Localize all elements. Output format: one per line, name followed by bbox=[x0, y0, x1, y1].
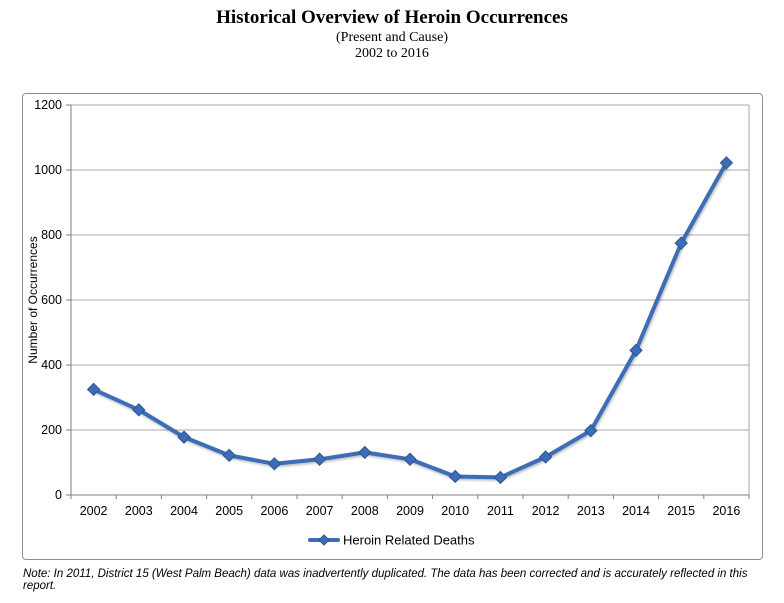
data-point-marker bbox=[267, 457, 282, 471]
x-tick-label: 2008 bbox=[351, 504, 379, 518]
x-tick-label: 2009 bbox=[396, 504, 424, 518]
x-tick-label: 2013 bbox=[577, 504, 605, 518]
y-tick-label: 200 bbox=[41, 423, 62, 437]
x-tick-label: 2011 bbox=[487, 504, 514, 518]
chart-date-range: 2002 to 2016 bbox=[355, 46, 429, 61]
data-point-marker bbox=[448, 469, 462, 484]
data-point-marker bbox=[538, 450, 553, 464]
data-point-marker bbox=[358, 445, 372, 460]
x-tick-label: 2007 bbox=[306, 504, 334, 518]
data-point-marker bbox=[674, 236, 688, 250]
data-point-marker bbox=[629, 343, 643, 358]
line-chart: 0 200 400 600 800 1000 1200 2002 2003 2004 2005 200… bbox=[26, 98, 750, 548]
data-point-marker bbox=[86, 382, 101, 397]
data-point-marker bbox=[312, 452, 327, 466]
legend-label: Heroin Related Deaths bbox=[343, 533, 475, 548]
y-tick-label: 400 bbox=[41, 358, 62, 372]
x-tick-label: 2005 bbox=[215, 504, 243, 518]
chart-header: Historical Overview of Heroin Occurrence… bbox=[0, 6, 784, 62]
legend-marker bbox=[318, 534, 330, 546]
x-tick-label: 2014 bbox=[622, 504, 650, 518]
data-point-marker bbox=[177, 430, 191, 444]
x-tick-label: 2004 bbox=[170, 504, 198, 518]
data-point-marker bbox=[493, 470, 508, 485]
y-tick-label: 0 bbox=[55, 488, 62, 502]
chart-subtitle: (Present and Cause) bbox=[336, 30, 448, 45]
y-tick-label: 800 bbox=[41, 228, 62, 242]
legend: Heroin Related Deaths bbox=[307, 533, 475, 548]
x-tick-label: 2006 bbox=[260, 504, 288, 518]
x-tick-label: 2002 bbox=[80, 504, 108, 518]
data-point-marker bbox=[719, 156, 734, 170]
x-tick-label: 2003 bbox=[125, 504, 153, 518]
y-tick-label: 600 bbox=[41, 293, 62, 307]
x-tick-label: 2015 bbox=[667, 504, 695, 518]
footnote: Note: In 2011, District 15 (West Palm Be… bbox=[23, 568, 748, 592]
chart-frame: 0 200 400 600 800 1000 1200 2002 2003 2004 2005 200… bbox=[22, 93, 763, 560]
y-tick-label: 1200 bbox=[34, 98, 62, 112]
data-point-marker bbox=[132, 403, 146, 417]
chart-title: Historical Overview of Heroin Occurrence… bbox=[216, 7, 568, 28]
y-axis-title: Number of Occurrences bbox=[26, 236, 40, 363]
data-point-marker bbox=[222, 448, 236, 463]
x-tick-label: 2010 bbox=[441, 504, 469, 518]
x-tick-label: 2012 bbox=[532, 504, 560, 518]
data-point-marker bbox=[584, 423, 598, 438]
data-point-marker bbox=[403, 452, 417, 466]
x-tick-label: 2016 bbox=[712, 504, 740, 518]
y-tick-label: 1000 bbox=[34, 163, 62, 177]
